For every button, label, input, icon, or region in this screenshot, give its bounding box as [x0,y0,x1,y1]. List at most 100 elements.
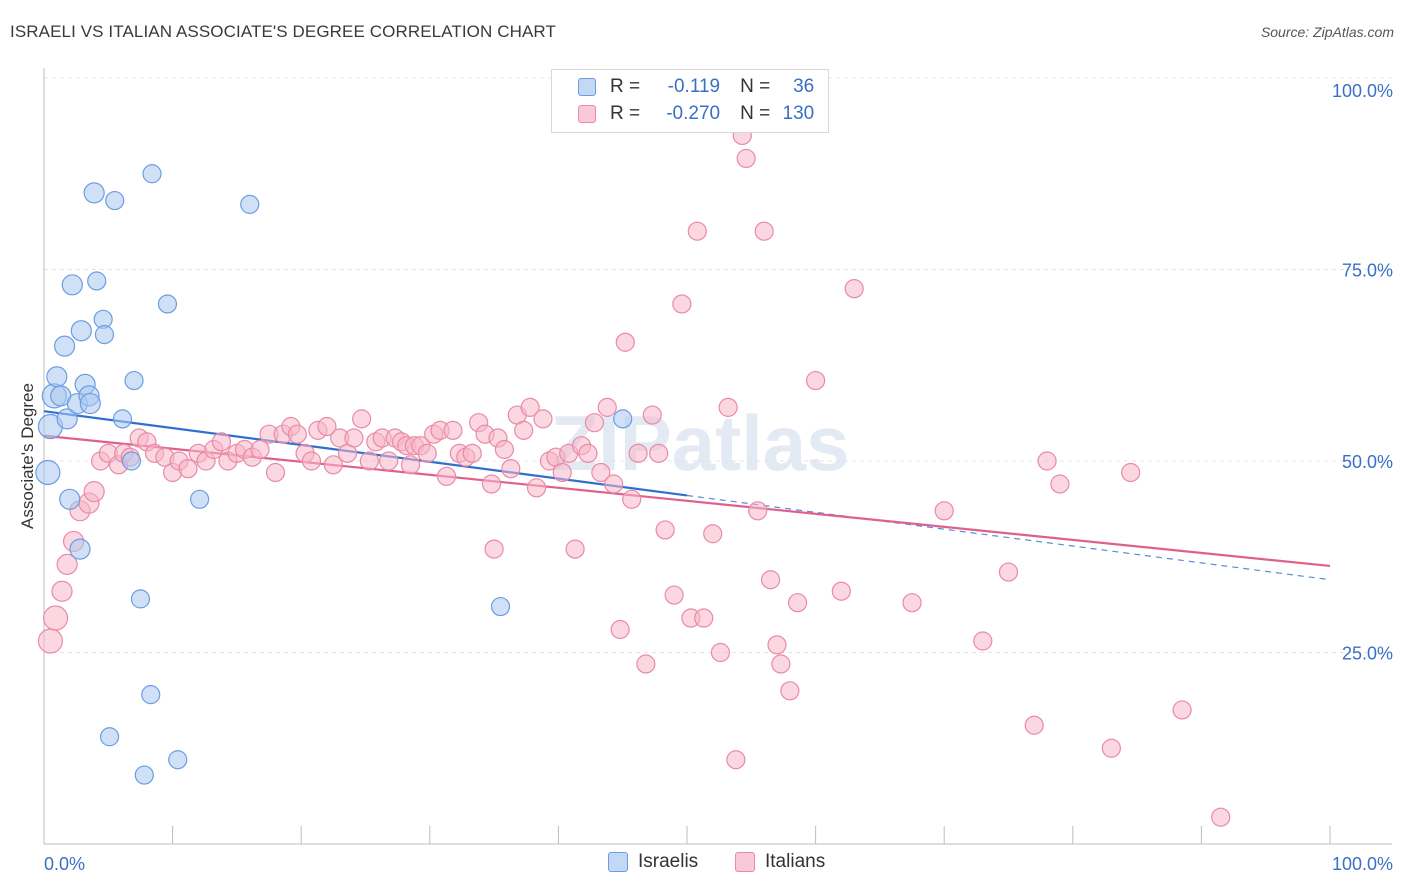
italian-point [655,520,675,540]
italian-point [710,642,731,663]
israelis-swatch [608,852,628,872]
israeli-point [168,750,188,770]
israeli-point [87,271,107,291]
italian-point [265,462,286,483]
italian-point [317,416,337,437]
italian-point [736,148,756,169]
legend-row-israelis: R = -0.119 N = 36 [552,74,814,100]
israelis-trend-extension [686,494,1331,581]
italian-point [642,405,662,425]
israeli-point [35,459,61,486]
italian-point [1101,738,1121,758]
italian-point [526,478,547,498]
italian-point [805,370,826,391]
legend-r-label: R = [610,76,641,97]
legend-n-label: N = [740,103,771,124]
italian-point [687,221,707,241]
italian-point [622,489,642,509]
israeli-point [69,538,91,560]
legend-label-italians: Italians [765,851,826,872]
italian-point [703,524,723,544]
italian-point [610,619,630,640]
legend-n-label: N = [740,76,771,97]
legend-r-value: -0.119 [667,76,721,97]
italian-point [83,481,105,503]
italian-point [664,585,684,605]
italian-point [1211,807,1231,827]
italian-point [178,459,198,479]
italian-point [591,462,611,483]
israelis-swatch [578,78,596,96]
israeli-point [46,366,68,388]
y-tick-label: 25.0% [1342,644,1393,664]
legend-r-value: -0.270 [666,103,721,124]
italian-point [400,455,421,475]
israeli-point [141,685,161,705]
y-tick-label: 75.0% [1342,261,1393,281]
israeli-point [134,765,154,785]
italian-point [462,443,482,463]
italian-point [1037,451,1057,471]
italian-point [754,221,774,241]
italian-point [597,397,617,417]
italian-point [501,459,521,479]
source-credit: Source: ZipAtlas.com [1260,24,1394,40]
italian-point [767,635,787,655]
israeli-point [83,182,105,204]
israeli-point [105,190,125,211]
italian-point [694,608,714,628]
italian-point [831,581,851,601]
israeli-point [79,392,101,415]
italians-swatch [578,105,596,123]
italian-point [494,439,514,460]
israeli-point [490,596,511,617]
israeli-point [94,325,115,345]
italian-point [787,593,808,613]
italian-point [42,605,69,631]
italian-point [514,420,534,440]
israeli-point [613,409,633,429]
data-points [35,125,1231,827]
israeli-point [59,488,81,510]
correlation-legend: R = -0.119 N = 36 R = -0.270 N = 130 [551,69,829,133]
israeli-point [61,274,83,296]
italian-point [649,443,669,463]
israeli-point [124,370,144,391]
italian-point [344,428,364,448]
israeli-point [157,294,178,314]
israeli-point [121,451,142,471]
series-legend: Israelis Italians [0,851,1406,877]
italian-point [323,455,343,475]
italian-point [211,432,232,452]
italian-point [51,580,73,602]
italian-point [565,539,585,559]
italian-point [934,501,954,521]
italian-point [636,654,656,674]
italian-point [287,424,307,444]
legend-item-israelis: Israelis [608,851,698,873]
italian-point [748,501,768,521]
italian-point [37,628,64,654]
axes [43,68,1392,845]
tick-labels: 25.0% 50.0% 75.0% 100.0% 0.0% 100.0% Associate… [18,81,1393,874]
italian-point [718,397,738,417]
italian-point [436,466,457,486]
israeli-point [56,408,78,430]
italians-swatch [735,852,755,872]
italian-point [250,439,270,460]
italian-point [604,474,624,494]
italian-point [520,397,540,417]
x-tick-label: 100.0% [1332,854,1393,874]
y-axis-title: Associate's Degree [18,383,37,529]
chart-title: ISRAELI VS ITALIAN ASSOCIATE'S DEGREE CO… [10,22,556,41]
legend-r-label: R = [610,103,641,124]
israeli-point [240,194,260,214]
israeli-point [190,489,210,509]
italian-point [359,451,379,471]
italian-point [352,409,372,429]
y-tick-label: 100.0% [1332,81,1393,101]
legend-label-israelis: Israelis [638,851,699,872]
legend-n-value: 130 [782,103,815,124]
italian-point [584,413,605,433]
